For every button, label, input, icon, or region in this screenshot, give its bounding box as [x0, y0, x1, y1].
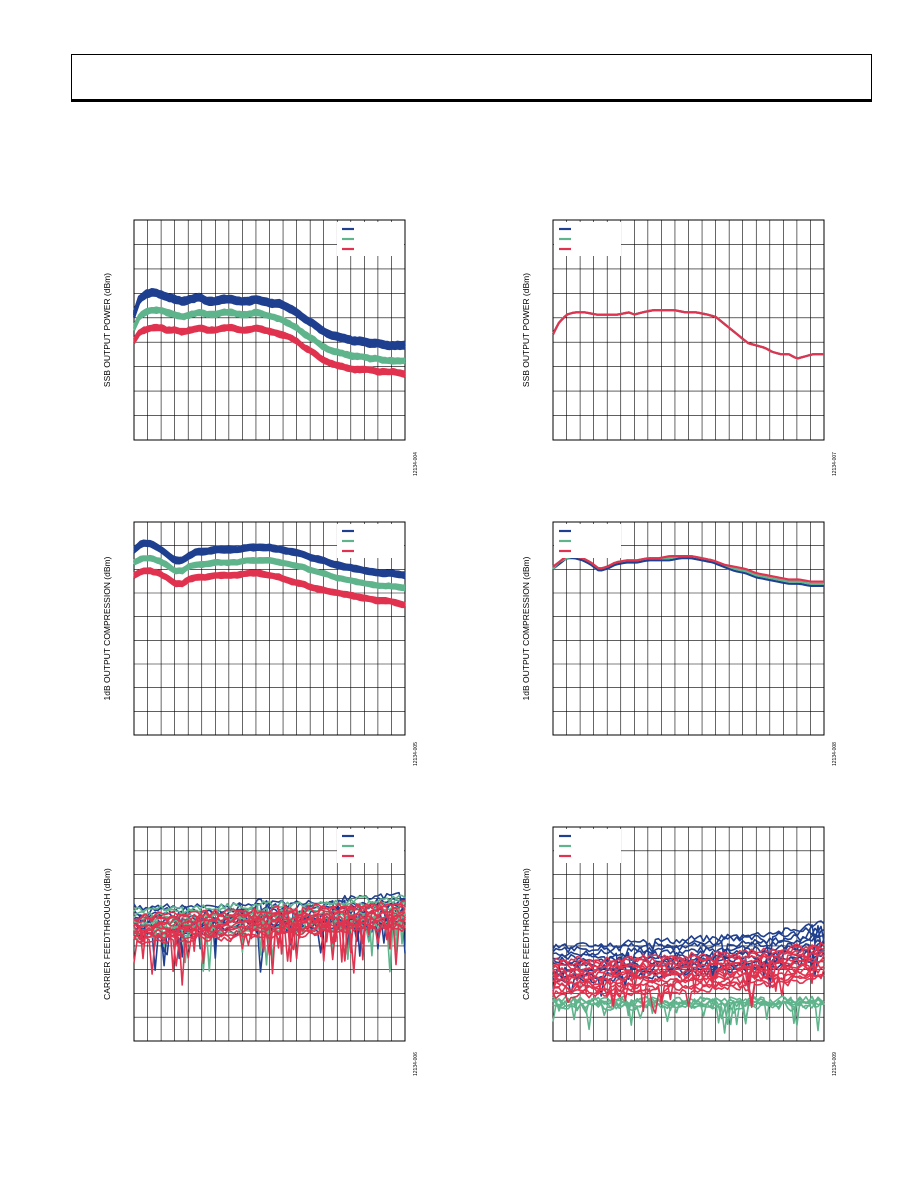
series-line-blue	[552, 920, 825, 959]
chart-5: CARRIER FEEDTHROUGH (dBm) 12134-006	[102, 826, 419, 1076]
chart-legend	[337, 222, 404, 256]
series-red	[133, 900, 406, 986]
series-line-red	[552, 309, 824, 360]
figure-id: 12134-008	[832, 742, 838, 766]
series-line-green	[133, 306, 406, 360]
series-red	[552, 309, 824, 360]
figure-id: 12134-006	[413, 1052, 419, 1076]
series-line-red	[133, 905, 406, 952]
chart-panel-5: CARRIER FEEDTHROUGH (dBm) 12134-006	[100, 810, 430, 1080]
chart-legend	[337, 524, 404, 558]
series-line-blue	[552, 924, 825, 963]
chart-panel-4: 1dB OUTPUT COMPRESSION (dBm) 12134-008	[519, 508, 849, 770]
chart-1: SSB OUTPUT POWER (dBm) 12134-004	[102, 219, 419, 476]
y-axis-label: CARRIER FEEDTHROUGH (dBm)	[102, 868, 112, 1000]
series-line-blue	[552, 557, 824, 587]
series-blue	[133, 539, 406, 580]
series-line-blue	[552, 925, 825, 964]
chart-legend	[554, 222, 621, 256]
series-red	[552, 941, 825, 1014]
series-line-green	[552, 995, 825, 1025]
plot-frame	[552, 219, 825, 441]
series-line-red	[552, 945, 825, 979]
chart-4: 1dB OUTPUT COMPRESSION (dBm) 12134-008	[521, 521, 838, 766]
figure-id: 12134-004	[413, 452, 419, 476]
series-line-blue	[132, 288, 406, 344]
y-axis-label: CARRIER FEEDTHROUGH (dBm)	[521, 868, 531, 1000]
figure-id: 12134-007	[832, 452, 838, 476]
series-line-red	[552, 941, 825, 970]
chart-panel-3: 1dB OUTPUT COMPRESSION (dBm) 12134-005	[100, 508, 430, 770]
series-line-blue	[133, 539, 405, 574]
figure-id: 12134-005	[413, 742, 419, 766]
series-line-red	[133, 567, 406, 605]
plot-frame	[133, 826, 406, 1042]
chart-panel-1: SSB OUTPUT POWER (dBm) 12134-004	[100, 205, 430, 480]
chart-panel-2: SSB OUTPUT POWER (dBm) 12134-007	[519, 205, 849, 480]
chart-panel-6: CARRIER FEEDTHROUGH (dBm) 12134-009	[519, 810, 849, 1080]
series-line-red	[552, 966, 825, 1001]
chart-legend	[554, 829, 621, 863]
y-axis-label: SSB OUTPUT POWER (dBm)	[521, 273, 531, 387]
y-axis-label: 1dB OUTPUT COMPRESSION (dBm)	[102, 556, 112, 700]
series-red	[552, 555, 824, 583]
series-line-green	[552, 996, 825, 1026]
series-line-red	[133, 903, 406, 940]
series-line-red	[133, 323, 406, 373]
figure-id: 12134-009	[832, 1052, 838, 1076]
page-header	[71, 54, 872, 102]
series-line-red	[552, 555, 824, 583]
series-blue	[552, 557, 824, 587]
series-line-red	[552, 955, 825, 993]
series-line-green	[133, 894, 406, 932]
plot-frame	[552, 826, 825, 1042]
y-axis-label: 1dB OUTPUT COMPRESSION (dBm)	[521, 556, 531, 700]
series-green	[132, 306, 406, 365]
chart-3: 1dB OUTPUT COMPRESSION (dBm) 12134-005	[102, 521, 419, 766]
chart-legend	[337, 829, 404, 863]
chart-2: SSB OUTPUT POWER (dBm) 12134-007	[521, 219, 838, 476]
series-line-green	[133, 554, 406, 587]
series-green	[133, 554, 406, 592]
series-blue	[132, 288, 406, 351]
chart-6: CARRIER FEEDTHROUGH (dBm) 12134-009	[521, 826, 838, 1076]
series-line-red	[133, 900, 406, 955]
series-red	[133, 323, 406, 378]
plot-frame	[133, 521, 406, 736]
series-red	[133, 567, 406, 609]
chart-legend	[554, 524, 621, 558]
y-axis-label: SSB OUTPUT POWER (dBm)	[102, 273, 112, 387]
series-line-red	[552, 950, 825, 995]
plot-frame	[552, 521, 825, 736]
